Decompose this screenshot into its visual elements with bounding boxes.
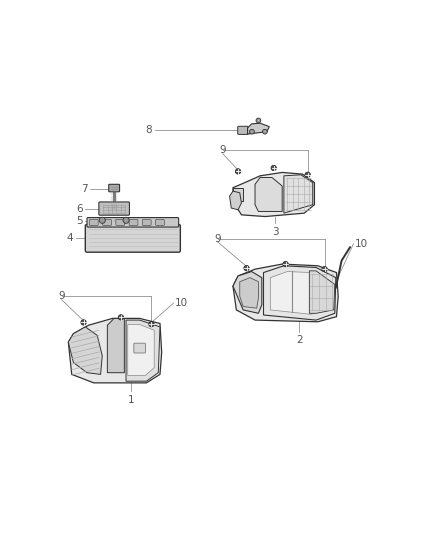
Text: 2: 2: [296, 335, 303, 345]
Polygon shape: [68, 327, 102, 374]
Circle shape: [123, 217, 129, 223]
Circle shape: [149, 321, 154, 327]
Circle shape: [99, 217, 105, 223]
Polygon shape: [230, 191, 241, 210]
Text: 9: 9: [58, 292, 65, 301]
Circle shape: [271, 165, 276, 171]
Polygon shape: [270, 271, 329, 314]
Circle shape: [244, 265, 249, 271]
Polygon shape: [284, 175, 313, 213]
Circle shape: [118, 314, 124, 320]
Text: 9: 9: [219, 146, 226, 155]
Text: 1: 1: [128, 395, 134, 405]
Circle shape: [81, 320, 86, 325]
Circle shape: [251, 131, 253, 133]
FancyBboxPatch shape: [85, 224, 180, 252]
Polygon shape: [233, 264, 338, 322]
Text: 10: 10: [175, 298, 188, 308]
FancyBboxPatch shape: [129, 220, 138, 225]
Polygon shape: [247, 123, 269, 134]
FancyBboxPatch shape: [99, 202, 129, 215]
Polygon shape: [255, 177, 282, 212]
FancyBboxPatch shape: [102, 220, 111, 225]
Circle shape: [305, 172, 311, 177]
Text: 6: 6: [76, 204, 83, 214]
Polygon shape: [233, 172, 314, 216]
Circle shape: [262, 130, 267, 134]
Ellipse shape: [114, 220, 120, 222]
Text: 8: 8: [145, 125, 152, 135]
Polygon shape: [233, 271, 262, 313]
Polygon shape: [309, 271, 335, 313]
FancyBboxPatch shape: [116, 220, 125, 225]
Polygon shape: [233, 188, 243, 201]
Text: 3: 3: [272, 227, 279, 237]
Text: 10: 10: [355, 239, 368, 249]
FancyBboxPatch shape: [109, 184, 120, 192]
Polygon shape: [107, 318, 124, 373]
FancyBboxPatch shape: [87, 217, 179, 227]
Polygon shape: [126, 320, 160, 381]
FancyBboxPatch shape: [155, 220, 164, 225]
Polygon shape: [264, 266, 336, 320]
Circle shape: [264, 131, 266, 133]
FancyBboxPatch shape: [89, 220, 98, 225]
Circle shape: [235, 168, 241, 174]
Circle shape: [258, 119, 259, 122]
Text: 5: 5: [76, 216, 83, 225]
Text: 9: 9: [214, 233, 221, 244]
Text: 7: 7: [81, 184, 88, 194]
Circle shape: [256, 118, 261, 123]
Polygon shape: [128, 325, 154, 375]
Polygon shape: [240, 278, 258, 308]
FancyBboxPatch shape: [142, 220, 151, 225]
Text: 4: 4: [67, 233, 73, 243]
Circle shape: [322, 266, 327, 272]
FancyBboxPatch shape: [238, 126, 248, 134]
Circle shape: [250, 130, 254, 134]
FancyBboxPatch shape: [134, 343, 145, 353]
Polygon shape: [68, 318, 162, 383]
Ellipse shape: [111, 218, 124, 223]
Circle shape: [283, 261, 288, 267]
